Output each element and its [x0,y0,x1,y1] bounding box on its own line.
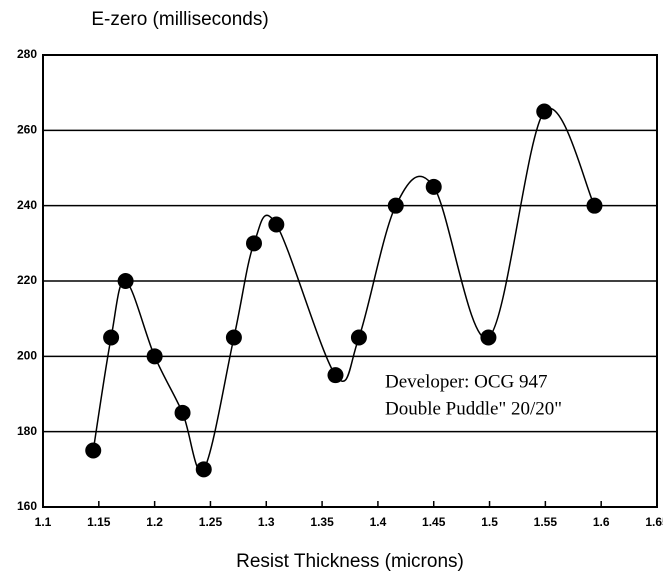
point [117,273,134,289]
point [85,442,102,459]
x-tick-label: 1.45 [422,515,446,529]
x-tick-label: 1.65 [645,515,663,529]
point [103,329,120,346]
point [586,197,603,214]
point [146,348,163,365]
point [195,461,212,478]
y-axis-title: E-zero (milliseconds) [91,9,268,30]
point [245,235,262,252]
point [480,329,497,346]
x-tick-label: 1.2 [146,515,163,529]
annotation: Developer: OCG 947 [385,371,548,392]
x-tick-label: 1.3 [258,515,275,529]
y-tick-label: 240 [17,198,37,212]
annotation: Double Puddle" 20/20" [385,398,562,419]
x-tick-label: 1.15 [87,515,111,529]
point [174,404,191,421]
point [350,329,367,346]
y-tick-label: 220 [17,273,37,287]
y-tick-label: 260 [17,123,37,137]
x-tick-label: 1.6 [593,515,610,529]
point [536,103,553,120]
y-tick-label: 180 [17,424,37,438]
x-tick-label: 1.55 [534,515,558,529]
x-tick-label: 1.4 [370,515,387,529]
y-tick-label: 280 [17,47,37,61]
x-axis-title: Resist Thickness (microns) [236,551,464,572]
y-tick-label: 160 [17,499,37,513]
x-tick-label: 1.1 [35,515,52,529]
x-tick-label: 1.5 [481,515,498,529]
point [268,216,285,233]
x-tick-label: 1.35 [310,515,334,529]
point [387,197,404,214]
x-tick-label: 1.25 [199,515,223,529]
y-tick-label: 200 [17,349,37,363]
plot-frame [42,54,658,508]
point [425,178,442,195]
point [327,367,344,384]
point [225,329,242,346]
